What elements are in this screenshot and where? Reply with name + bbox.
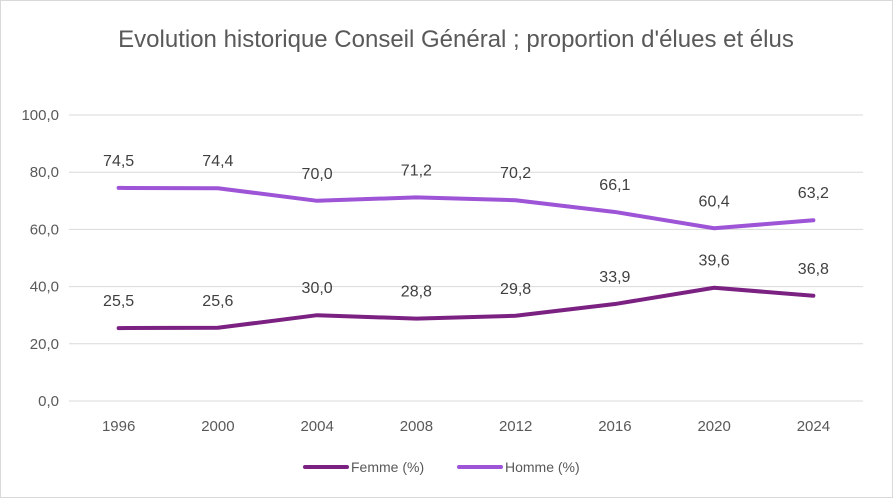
data-label: 36,8 xyxy=(798,261,829,278)
chart-title: Evolution historique Conseil Général ; p… xyxy=(118,26,794,53)
data-label: 63,2 xyxy=(798,185,829,202)
data-label: 74,4 xyxy=(202,153,233,170)
x-tick-label: 2024 xyxy=(797,418,830,435)
y-tick-label: 60,0 xyxy=(30,221,59,238)
y-tick-label: 20,0 xyxy=(30,336,59,353)
legend-label: Femme (%) xyxy=(351,459,424,475)
y-tick-label: 80,0 xyxy=(30,164,59,181)
x-tick-label: 1996 xyxy=(102,418,135,435)
data-label: 66,1 xyxy=(599,177,630,194)
x-tick-label: 2008 xyxy=(400,418,433,435)
x-tick-label: 2000 xyxy=(201,418,234,435)
x-tick-label: 2004 xyxy=(300,418,333,435)
data-label: 29,8 xyxy=(500,281,531,298)
data-label: 71,2 xyxy=(401,162,432,179)
legend-label: Homme (%) xyxy=(505,459,580,475)
y-tick-label: 0,0 xyxy=(38,393,59,410)
data-label: 39,6 xyxy=(699,253,730,270)
data-label: 60,4 xyxy=(699,193,730,210)
y-tick-label: 100,0 xyxy=(21,107,59,124)
data-label: 70,2 xyxy=(500,165,531,182)
data-label: 28,8 xyxy=(401,284,432,301)
x-tick-label: 2012 xyxy=(499,418,532,435)
data-label: 33,9 xyxy=(599,269,630,286)
data-label: 70,0 xyxy=(302,166,333,183)
data-label: 25,6 xyxy=(202,293,233,310)
series-line-femme xyxy=(116,285,816,331)
x-tick-label: 2016 xyxy=(598,418,631,435)
data-label: 30,0 xyxy=(302,280,333,297)
y-tick-label: 40,0 xyxy=(30,279,59,296)
series-line-homme xyxy=(116,185,816,231)
x-tick-label: 2020 xyxy=(697,418,730,435)
data-label: 74,5 xyxy=(103,153,134,170)
data-label: 25,5 xyxy=(103,293,134,310)
